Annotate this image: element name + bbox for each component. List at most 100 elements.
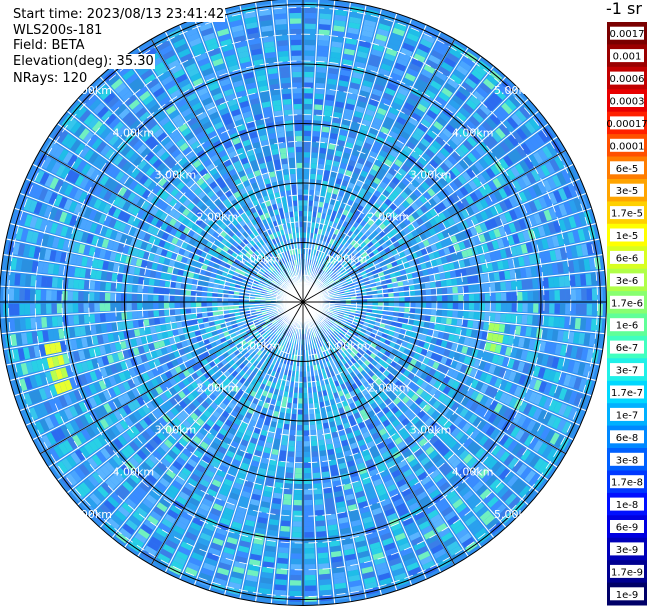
radar-cell [51,277,58,288]
radar-cell [411,463,422,472]
radar-cell [558,403,568,416]
radar-cell [339,371,346,379]
radar-cell [567,260,575,273]
radar-cell [366,211,374,219]
radar-cell [361,511,372,519]
radar-cell [347,244,353,250]
radar-cell [217,298,223,302]
radar-cell [315,347,320,354]
radar-cell [326,287,333,291]
radar-cell [308,211,312,217]
radar-cell [437,393,447,402]
radar-cell [417,471,428,481]
radar-cell [440,431,450,442]
radar-cell [323,317,329,323]
radar-cell [357,231,364,238]
radar-cell [565,289,571,301]
radar-cell [364,230,371,238]
radar-cell [363,142,372,150]
radar-cell [323,422,329,429]
radar-cell [465,388,475,398]
radar-cell [485,167,496,179]
radar-cell [289,580,302,586]
radar-cell [271,448,279,456]
radar-cell [346,136,355,144]
radar-cell [316,525,326,532]
radar-cell [355,434,364,442]
radar-cell [334,490,344,498]
radar-cell [517,232,526,243]
radar-cell [424,394,433,403]
radar-cell [335,336,341,342]
radar-cell [573,198,583,211]
radar-cell [330,227,336,234]
radar-cell [404,557,417,567]
radar-cell [443,173,453,184]
radar-cell [553,276,560,288]
radar-cell [303,414,309,420]
radar-cell [352,116,362,124]
radar-cell [455,327,462,335]
radar-cell [453,416,463,426]
radar-cell [451,166,461,177]
radar-cell [348,378,356,386]
radar-cell [436,295,443,302]
radar-cell [491,240,500,250]
radar-cell [475,201,484,211]
radar-cell [341,157,349,165]
radar-cell [368,323,375,329]
radar-cell [517,177,527,189]
radar-cell [277,552,289,559]
radar-cell [396,351,403,358]
radar-cell [578,259,586,272]
radar-cell [313,472,321,479]
radar-cell [222,302,229,306]
radar-cell [423,365,432,374]
radar-cell [563,217,572,230]
radar-cell [581,288,587,301]
radar-cell [430,543,444,555]
radar-cell [304,44,315,51]
radar-cell [588,257,596,271]
radar-cell [336,327,342,333]
radar-cell [380,498,392,507]
radar-cell [533,379,542,391]
radar-cell [474,303,480,311]
radar-cell [447,424,457,434]
radar-cell [370,342,377,349]
radar-cell [312,136,320,143]
radar-cell [402,77,414,87]
radar-cell [484,397,494,408]
radar-cell [486,96,499,108]
radar-cell [350,275,357,280]
radar-cell [329,132,338,140]
radar-cell [507,475,519,488]
radar-cell [410,151,421,160]
radar-cell [554,303,561,314]
radar-cell [281,379,286,386]
radar-cell [131,303,138,310]
radar-cell [385,320,392,326]
radar-cell [582,227,591,241]
radar-cell [348,218,356,226]
radar-cell [376,331,383,337]
radar-cell [465,494,478,505]
radar-cell [430,513,442,524]
radar-cell [393,97,404,106]
radar-cell [320,218,325,225]
radar-cell [290,376,295,382]
radar-cell [191,285,198,291]
radar-cell [458,506,471,518]
radar-cell [319,277,325,282]
radar-cell [440,256,448,264]
radar-cell [483,232,492,242]
radar-cell [499,345,508,355]
radar-cell [403,262,410,269]
radar-cell [469,368,478,378]
radar-cell [519,431,530,444]
radar-cell [386,315,393,321]
radar-cell [467,320,474,328]
radar-cell [318,568,330,575]
radar-cell [51,290,57,301]
radar-cell [415,434,424,443]
